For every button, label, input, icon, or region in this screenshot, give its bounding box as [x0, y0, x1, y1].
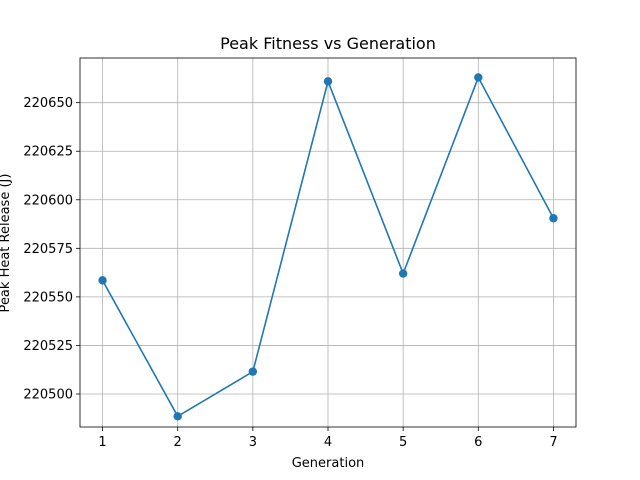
y-tick-label: 220600	[23, 193, 73, 208]
data-point-gen-6	[474, 73, 483, 82]
x-tick-label: 7	[549, 435, 557, 450]
grid	[80, 58, 576, 427]
data-point-gen-7	[549, 214, 558, 223]
data-point-gen-4	[323, 77, 333, 86]
x-tick-label: 2	[174, 435, 182, 450]
x-axis-label: Generation	[292, 456, 365, 471]
series-line	[98, 73, 558, 421]
y-tick-label: 220575	[23, 242, 73, 257]
x-tick-label: 1	[98, 435, 106, 450]
y-tick-label: 220500	[23, 387, 73, 402]
data-point-gen-2	[173, 412, 182, 421]
y-tick-label: 220550	[23, 290, 73, 305]
x-tick-label: 6	[474, 435, 482, 450]
x-tick-label: 3	[249, 435, 257, 450]
plot-frame	[79, 57, 577, 428]
y-axis-label: Peak Heat Release (J)	[0, 174, 13, 313]
y-tick-label: 220625	[23, 145, 73, 160]
x-tick-label: 4	[324, 435, 332, 450]
data-point-gen-3	[248, 367, 258, 376]
y-tick-label: 220525	[23, 339, 73, 354]
x-tick-label: 5	[399, 435, 407, 450]
axes: 1 2 3 4 5 6 7 220500 220525 220550 220575 220600 220…	[23, 57, 577, 450]
y-tick-label: 220650	[23, 96, 73, 111]
chart-title: Peak Fitness vs Generation	[220, 34, 436, 53]
data-point-gen-5	[398, 269, 408, 278]
data-point-gen-1	[98, 276, 107, 285]
